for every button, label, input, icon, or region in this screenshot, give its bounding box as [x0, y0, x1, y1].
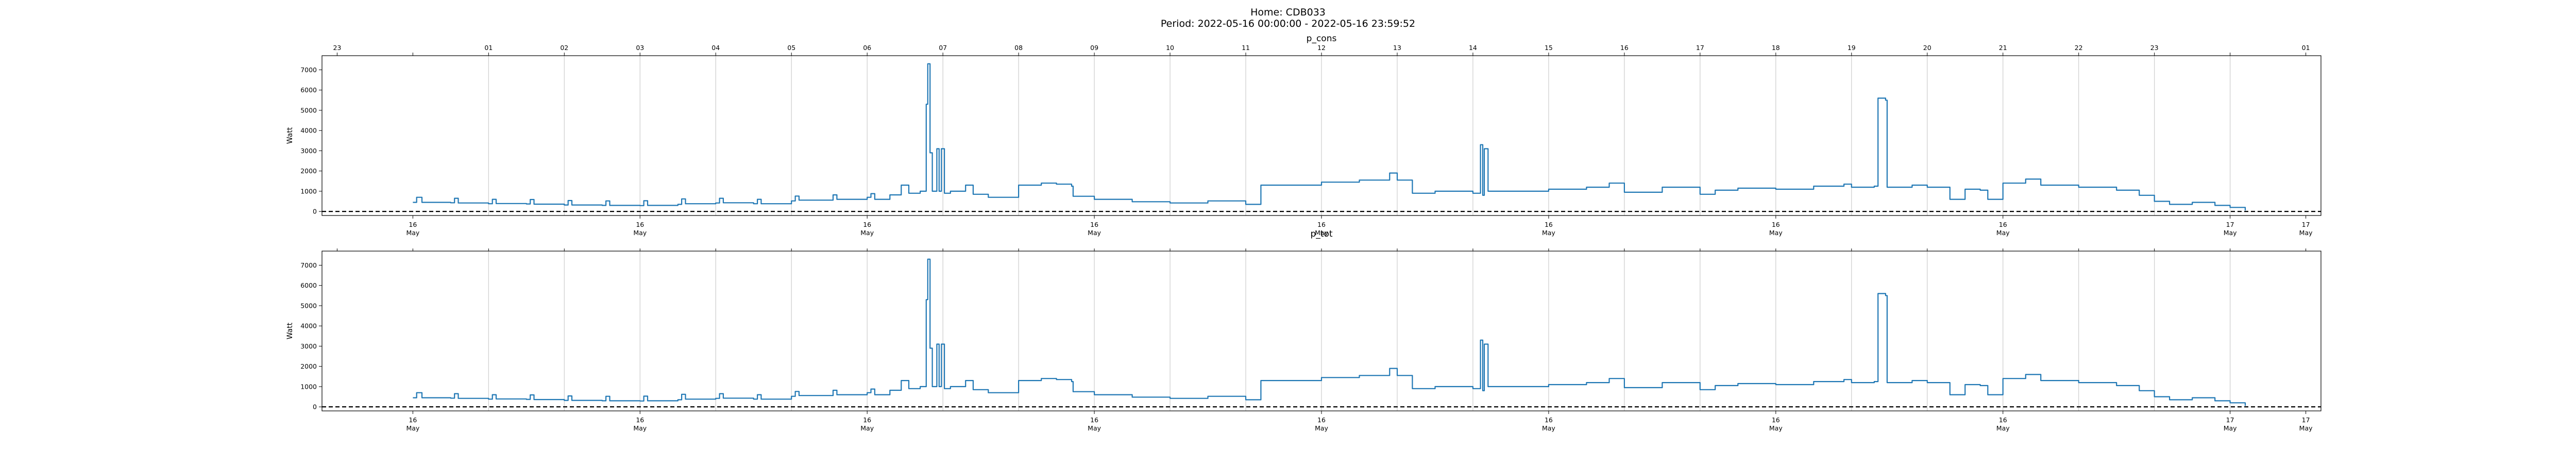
top-x-tick-label: 20 — [1923, 44, 1931, 52]
y-tick-label: 3000 — [300, 147, 317, 155]
x-tick-month-label: May — [860, 229, 874, 237]
series-line-0 — [413, 63, 2246, 211]
x-tick-day-label: 16 — [1772, 416, 1780, 424]
y-tick-label: 6000 — [300, 86, 317, 94]
top-x-tick-label: 15 — [1545, 44, 1553, 52]
x-tick-month-label: May — [1542, 229, 1555, 237]
top-x-tick-label: 12 — [1317, 44, 1326, 52]
x-tick-month-label: May — [2224, 229, 2237, 237]
x-tick-day-label: 16 — [636, 221, 644, 228]
top-x-tick-label: 07 — [939, 44, 947, 52]
y-tick-label: 4000 — [300, 322, 317, 330]
subplot-title: p_tot — [1310, 229, 1332, 239]
x-tick-month-label: May — [2224, 424, 2237, 432]
x-tick-month-label: May — [2299, 229, 2313, 237]
y-tick-label: 2000 — [300, 362, 317, 370]
y-tick-label: 5000 — [300, 302, 317, 309]
y-tick-label: 3000 — [300, 342, 317, 350]
top-x-tick-label: 05 — [787, 44, 795, 52]
top-x-tick-label: 22 — [2075, 44, 2083, 52]
x-tick-month-label: May — [633, 229, 647, 237]
x-tick-day-label: 16 — [1999, 221, 2007, 228]
x-tick-day-label: 16 — [1090, 416, 1098, 424]
chart-panel-p-cons: p_cons Watt 0 1000 2000 3000 4000 5000 6000 7000 1… — [286, 34, 2321, 237]
top-x-tick-label: 01 — [484, 44, 493, 52]
top-x-tick-label: 23 — [2150, 44, 2159, 52]
y-tick-label: 2000 — [300, 167, 317, 175]
x-tick-day-label: 16 — [1545, 416, 1553, 424]
top-x-tick-label: 23 — [333, 44, 341, 52]
top-x-tick-label: 06 — [863, 44, 871, 52]
x-tick-month-label: May — [1769, 424, 1783, 432]
x-tick-day-label: 16 — [863, 221, 871, 228]
y-tick-label: 7000 — [300, 261, 317, 269]
x-tick-day-label: 16 — [1545, 221, 1553, 228]
y-tick-label: 1000 — [300, 187, 317, 195]
top-x-tick-label: 21 — [1999, 44, 2007, 52]
x-tick-day-label: 16 — [636, 416, 644, 424]
top-x-tick-label: 16 — [1620, 44, 1629, 52]
top-x-tick-label: 09 — [1090, 44, 1098, 52]
top-x-tick-label: 19 — [1848, 44, 1856, 52]
top-x-tick-label: 01 — [2302, 44, 2310, 52]
x-tick-month-label: May — [1088, 229, 1101, 237]
y-tick-label: 4000 — [300, 127, 317, 135]
y-tick-label: 6000 — [300, 281, 317, 289]
subplot-title: p_cons — [1307, 34, 1337, 44]
x-tick-day-label: 16 — [1317, 221, 1326, 228]
top-x-tick-label: 04 — [711, 44, 720, 52]
x-tick-day-label: 16 — [409, 416, 417, 424]
chart-panels: p_cons Watt 0 1000 2000 3000 4000 5000 6000 7000 1… — [286, 34, 2321, 432]
plot-frame — [321, 55, 2321, 216]
top-x-tick-label: 03 — [636, 44, 644, 52]
y-tick-label: 0 — [313, 403, 317, 411]
x-tick-day-label: 16 — [863, 416, 871, 424]
x-tick-month-label: May — [1542, 424, 1555, 432]
x-tick-day-label: 16 — [1772, 221, 1780, 228]
y-axis-label: Watt — [286, 322, 294, 339]
top-x-tick-label: 08 — [1014, 44, 1023, 52]
top-x-tick-label: 13 — [1393, 44, 1401, 52]
figure-title-period: Period: 2022-05-16 00:00:00 - 2022-05-16… — [1161, 18, 1415, 29]
y-tick-label: 7000 — [300, 66, 317, 74]
top-x-tick-label: 17 — [1696, 44, 1704, 52]
y-tick-label: 0 — [313, 208, 317, 216]
top-x-tick-label: 14 — [1469, 44, 1477, 52]
x-tick-day-label: 17 — [2226, 416, 2234, 424]
y-axis-label: Watt — [286, 127, 294, 144]
x-tick-month-label: May — [1996, 229, 2010, 237]
top-x-tick-label: 18 — [1772, 44, 1780, 52]
x-tick-month-label: May — [1769, 229, 1783, 237]
x-tick-month-label: May — [2299, 424, 2313, 432]
x-tick-month-label: May — [1315, 229, 1328, 237]
figure-title-home: Home: CDB033 — [1250, 7, 1326, 18]
chart-panel-p-tot: p_tot Watt 0 1000 2000 3000 4000 5000 6000 7000 16… — [286, 229, 2321, 432]
x-tick-day-label: 16 — [1317, 416, 1326, 424]
x-tick-day-label: 17 — [2302, 221, 2310, 228]
x-tick-day-label: 16 — [409, 221, 417, 228]
x-tick-month-label: May — [1996, 424, 2010, 432]
top-x-tick-label: 11 — [1242, 44, 1250, 52]
x-tick-day-label: 17 — [2302, 416, 2310, 424]
top-x-tick-label: 02 — [560, 44, 568, 52]
x-tick-month-label: May — [1315, 424, 1328, 432]
series-line-0 — [413, 258, 2246, 406]
x-tick-month-label: May — [406, 229, 419, 237]
x-tick-month-label: May — [406, 424, 419, 432]
top-x-tick-label: 10 — [1166, 44, 1174, 52]
x-tick-day-label: 16 — [1090, 221, 1098, 228]
x-tick-month-label: May — [633, 424, 647, 432]
x-tick-month-label: May — [860, 424, 874, 432]
y-tick-label: 1000 — [300, 383, 317, 390]
plot-frame — [321, 251, 2321, 411]
x-tick-day-label: 16 — [1999, 416, 2007, 424]
x-tick-month-label: May — [1088, 424, 1101, 432]
y-tick-label: 5000 — [300, 106, 317, 114]
x-tick-day-label: 17 — [2226, 221, 2234, 228]
